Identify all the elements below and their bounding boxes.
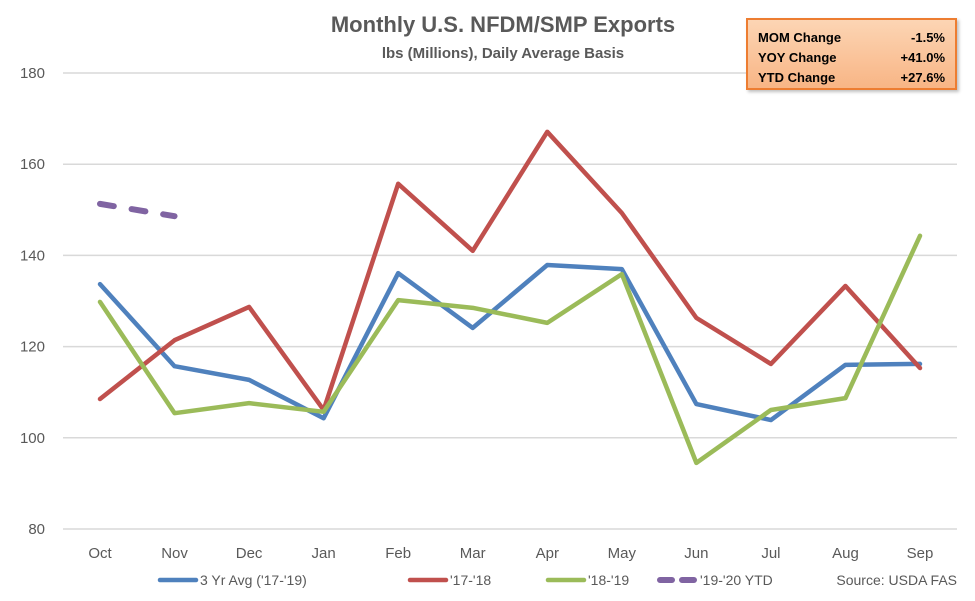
- chart-subtitle: lbs (Millions), Daily Average Basis: [382, 45, 624, 62]
- x-tick-label: Oct: [88, 545, 112, 562]
- stat-row-ytd: YTD Change +27.6%: [758, 68, 945, 88]
- x-tick-label: Jun: [684, 545, 708, 562]
- y-tick-label: 100: [20, 430, 45, 447]
- stat-row-yoy: YOY Change +41.0%: [758, 48, 945, 68]
- stat-label: YTD Change: [758, 70, 836, 85]
- y-tick-label: 80: [28, 521, 45, 538]
- y-tick-label: 120: [20, 339, 45, 356]
- x-axis-ticks: Oct Nov Dec Jan Feb Mar Apr May Jun Jul Aug Sep: [88, 545, 933, 562]
- x-tick-label: Feb: [385, 545, 411, 562]
- x-tick-label: May: [608, 545, 637, 562]
- stat-row-mom: MOM Change -1.5%: [758, 28, 945, 48]
- stat-value: +41.0%: [900, 50, 945, 65]
- x-tick-label: Sep: [907, 545, 934, 562]
- x-tick-label: Jul: [761, 545, 780, 562]
- series-lines: [97, 129, 923, 466]
- x-tick-label: Aug: [832, 545, 859, 562]
- series-line-2: [97, 233, 923, 466]
- y-tick-label: 160: [20, 156, 45, 173]
- series-line-1: [97, 129, 923, 413]
- x-tick-label: Mar: [460, 545, 486, 562]
- legend: 3 Yr Avg ('17-'19) '17-'18 '18-'19 '19-'20 …: [157, 572, 773, 588]
- y-tick-label: 180: [20, 65, 45, 82]
- stat-value: +27.6%: [900, 70, 945, 85]
- x-tick-label: Apr: [536, 545, 559, 562]
- y-axis-ticks: 80 100 120 140 160 180: [20, 65, 45, 538]
- legend-label: '18-'19: [588, 572, 629, 588]
- stat-label: MOM Change: [758, 30, 842, 45]
- legend-label: '17-'18: [450, 572, 491, 588]
- gridlines: [63, 72, 957, 530]
- series-line-0: [97, 262, 923, 423]
- x-tick-label: Dec: [236, 545, 263, 562]
- y-tick-label: 140: [20, 247, 45, 264]
- legend-label: 3 Yr Avg ('17-'19): [200, 572, 307, 588]
- source-note: Source: USDA FAS: [836, 572, 957, 588]
- x-tick-label: Nov: [161, 545, 188, 562]
- chart-title: Monthly U.S. NFDM/SMP Exports: [331, 12, 675, 37]
- change-summary-box: MOM Change -1.5% YOY Change +41.0% YTD C…: [746, 18, 957, 90]
- x-tick-label: Jan: [312, 545, 336, 562]
- series-line-3: [97, 200, 178, 220]
- legend-label: '19-'20 YTD: [700, 572, 773, 588]
- stat-value: -1.5%: [911, 30, 945, 45]
- stat-label: YOY Change: [758, 50, 837, 65]
